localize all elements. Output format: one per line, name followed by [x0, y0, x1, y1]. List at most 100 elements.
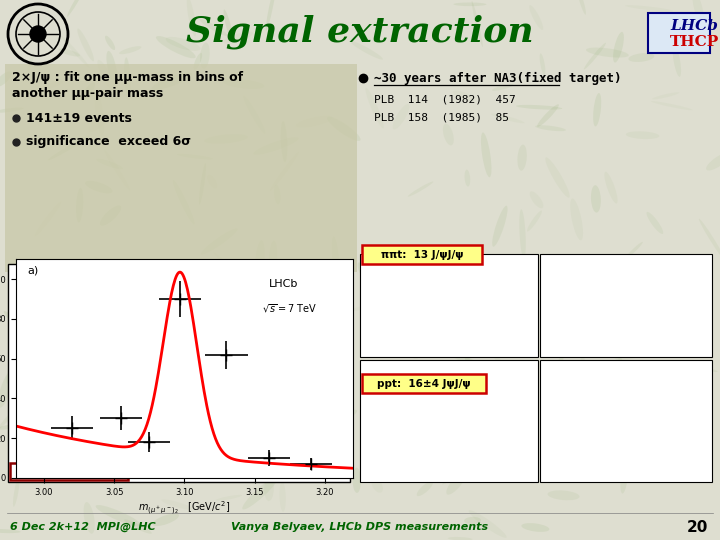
Ellipse shape — [270, 152, 299, 191]
Ellipse shape — [107, 51, 117, 85]
Ellipse shape — [547, 490, 580, 500]
Ellipse shape — [0, 107, 24, 113]
Ellipse shape — [586, 48, 629, 58]
Ellipse shape — [436, 342, 478, 367]
Ellipse shape — [264, 477, 274, 501]
Ellipse shape — [552, 432, 569, 437]
Ellipse shape — [626, 131, 660, 139]
Ellipse shape — [255, 240, 265, 286]
Ellipse shape — [584, 436, 615, 453]
Ellipse shape — [104, 150, 130, 191]
Ellipse shape — [0, 529, 21, 533]
Ellipse shape — [86, 338, 107, 347]
Ellipse shape — [388, 372, 418, 380]
Ellipse shape — [593, 93, 601, 126]
Ellipse shape — [0, 372, 12, 408]
Ellipse shape — [62, 325, 99, 340]
Ellipse shape — [196, 327, 230, 352]
Ellipse shape — [266, 0, 276, 31]
Text: a): a) — [27, 265, 38, 275]
Ellipse shape — [237, 424, 256, 464]
Ellipse shape — [186, 0, 196, 36]
Ellipse shape — [521, 523, 549, 532]
Ellipse shape — [446, 471, 467, 495]
Ellipse shape — [274, 185, 281, 205]
Ellipse shape — [545, 288, 570, 319]
Bar — [540, 254, 712, 357]
Ellipse shape — [701, 274, 711, 310]
Ellipse shape — [96, 159, 123, 169]
Ellipse shape — [136, 348, 147, 396]
Ellipse shape — [465, 353, 474, 386]
Ellipse shape — [625, 242, 643, 259]
Ellipse shape — [651, 101, 693, 110]
Ellipse shape — [408, 181, 433, 197]
Text: LHCb: LHCb — [269, 279, 298, 289]
Ellipse shape — [487, 457, 496, 472]
Ellipse shape — [652, 92, 680, 99]
Bar — [5, 64, 357, 272]
Ellipse shape — [700, 309, 708, 327]
Ellipse shape — [301, 461, 333, 483]
Ellipse shape — [443, 124, 454, 145]
Text: PLB707(2011)  52: PLB707(2011) 52 — [19, 467, 119, 477]
Ellipse shape — [48, 136, 89, 160]
Ellipse shape — [559, 435, 576, 445]
Text: significance  exceed 6σ: significance exceed 6σ — [26, 136, 191, 148]
Ellipse shape — [325, 410, 357, 427]
Ellipse shape — [599, 360, 630, 372]
Ellipse shape — [545, 157, 570, 198]
Ellipse shape — [423, 306, 445, 328]
Ellipse shape — [27, 52, 34, 73]
Ellipse shape — [647, 212, 663, 234]
Ellipse shape — [513, 276, 533, 306]
Ellipse shape — [256, 361, 269, 379]
Ellipse shape — [529, 5, 543, 30]
Ellipse shape — [107, 384, 131, 422]
Text: PLB  158  (1985)  85: PLB 158 (1985) 85 — [374, 112, 509, 122]
Ellipse shape — [670, 469, 685, 481]
Ellipse shape — [0, 71, 12, 87]
Ellipse shape — [353, 468, 361, 493]
Ellipse shape — [699, 219, 720, 261]
Ellipse shape — [173, 180, 194, 225]
Ellipse shape — [689, 364, 718, 372]
Ellipse shape — [606, 342, 622, 362]
Ellipse shape — [481, 132, 492, 177]
Ellipse shape — [23, 439, 57, 453]
Ellipse shape — [603, 409, 626, 419]
Ellipse shape — [462, 276, 500, 295]
Ellipse shape — [4, 311, 30, 337]
Ellipse shape — [184, 350, 192, 382]
Ellipse shape — [97, 60, 114, 91]
Ellipse shape — [464, 517, 481, 524]
Ellipse shape — [158, 332, 176, 352]
Ellipse shape — [96, 505, 141, 526]
Ellipse shape — [105, 36, 115, 50]
Ellipse shape — [668, 274, 679, 301]
Ellipse shape — [322, 386, 331, 427]
Ellipse shape — [629, 53, 654, 62]
Ellipse shape — [243, 96, 266, 134]
Text: 20: 20 — [687, 519, 708, 535]
Ellipse shape — [472, 1, 483, 47]
Ellipse shape — [89, 112, 111, 132]
Ellipse shape — [518, 145, 527, 171]
Ellipse shape — [361, 435, 405, 443]
Ellipse shape — [40, 80, 63, 90]
Ellipse shape — [85, 181, 112, 193]
Ellipse shape — [545, 462, 577, 473]
Ellipse shape — [213, 252, 245, 284]
Bar — [648, 13, 710, 53]
Ellipse shape — [591, 185, 600, 213]
Ellipse shape — [199, 163, 206, 205]
Ellipse shape — [184, 367, 217, 384]
Ellipse shape — [618, 354, 642, 360]
Ellipse shape — [86, 453, 96, 472]
Text: another μμ-pair mass: another μμ-pair mass — [12, 87, 163, 100]
Ellipse shape — [372, 477, 383, 493]
Ellipse shape — [166, 37, 200, 51]
Ellipse shape — [521, 409, 537, 452]
Ellipse shape — [527, 211, 542, 232]
Ellipse shape — [679, 328, 686, 357]
